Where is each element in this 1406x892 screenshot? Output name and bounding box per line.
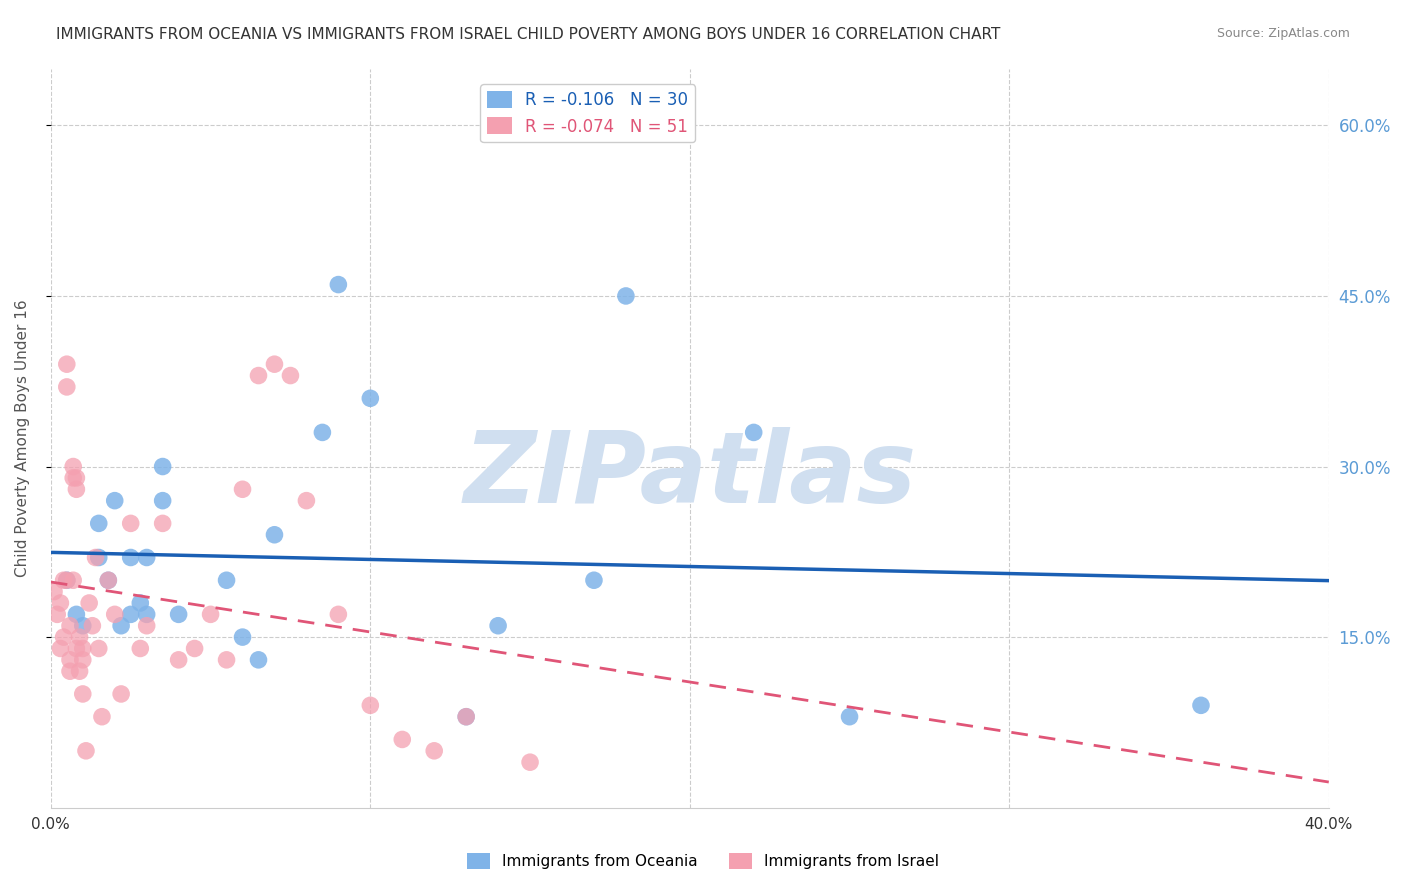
Point xyxy=(110,618,132,632)
Point xyxy=(129,596,152,610)
Text: Source: ZipAtlas.com: Source: ZipAtlas.com xyxy=(1216,27,1350,40)
Point xyxy=(104,493,127,508)
Point xyxy=(135,607,157,622)
Point xyxy=(295,493,318,508)
Point xyxy=(104,607,127,622)
Point xyxy=(391,732,413,747)
Point xyxy=(97,573,120,587)
Point xyxy=(75,744,97,758)
Point xyxy=(263,357,285,371)
Point xyxy=(311,425,333,440)
Point xyxy=(280,368,302,383)
Point xyxy=(231,483,253,497)
Point xyxy=(215,653,238,667)
Point xyxy=(72,687,94,701)
Point xyxy=(87,641,110,656)
Point xyxy=(52,630,75,644)
Point xyxy=(231,630,253,644)
Point xyxy=(62,459,84,474)
Point xyxy=(97,573,120,587)
Point xyxy=(72,653,94,667)
Point xyxy=(456,709,478,723)
Point xyxy=(69,664,91,678)
Point xyxy=(200,607,222,622)
Point xyxy=(65,607,87,622)
Point xyxy=(69,630,91,644)
Point xyxy=(52,573,75,587)
Legend: R = -0.106   N = 30, R = -0.074   N = 51: R = -0.106 N = 30, R = -0.074 N = 51 xyxy=(481,84,695,142)
Point xyxy=(152,516,174,531)
Point xyxy=(110,687,132,701)
Point xyxy=(456,709,478,723)
Point xyxy=(135,550,157,565)
Point xyxy=(49,641,72,656)
Point xyxy=(742,425,765,440)
Point xyxy=(519,755,541,769)
Point xyxy=(183,641,205,656)
Point xyxy=(120,516,142,531)
Point xyxy=(328,607,350,622)
Text: ZIPatlas: ZIPatlas xyxy=(463,426,917,524)
Point xyxy=(582,573,605,587)
Point xyxy=(167,653,190,667)
Point xyxy=(120,550,142,565)
Y-axis label: Child Poverty Among Boys Under 16: Child Poverty Among Boys Under 16 xyxy=(15,300,30,577)
Point xyxy=(1189,698,1212,713)
Text: IMMIGRANTS FROM OCEANIA VS IMMIGRANTS FROM ISRAEL CHILD POVERTY AMONG BOYS UNDER: IMMIGRANTS FROM OCEANIA VS IMMIGRANTS FR… xyxy=(56,27,1001,42)
Point xyxy=(838,709,860,723)
Point xyxy=(247,368,270,383)
Point xyxy=(152,459,174,474)
Point xyxy=(87,516,110,531)
Point xyxy=(56,357,79,371)
Point xyxy=(84,550,107,565)
Point xyxy=(59,618,82,632)
Point xyxy=(87,550,110,565)
Point xyxy=(359,392,381,406)
Point xyxy=(215,573,238,587)
Point xyxy=(49,596,72,610)
Point xyxy=(263,528,285,542)
Point xyxy=(91,709,114,723)
Point xyxy=(56,573,79,587)
Point xyxy=(328,277,350,292)
Point xyxy=(423,744,446,758)
Point xyxy=(62,573,84,587)
Point xyxy=(120,607,142,622)
Point xyxy=(135,618,157,632)
Point xyxy=(129,641,152,656)
Point xyxy=(65,641,87,656)
Point xyxy=(56,380,79,394)
Point xyxy=(59,653,82,667)
Point xyxy=(359,698,381,713)
Point xyxy=(486,618,509,632)
Point xyxy=(167,607,190,622)
Point xyxy=(247,653,270,667)
Legend: Immigrants from Oceania, Immigrants from Israel: Immigrants from Oceania, Immigrants from… xyxy=(461,847,945,875)
Point xyxy=(77,596,100,610)
Point xyxy=(65,483,87,497)
Point xyxy=(59,664,82,678)
Point xyxy=(72,641,94,656)
Point xyxy=(614,289,637,303)
Point xyxy=(82,618,104,632)
Point xyxy=(65,471,87,485)
Point xyxy=(152,493,174,508)
Point xyxy=(56,573,79,587)
Point xyxy=(42,584,65,599)
Point xyxy=(62,471,84,485)
Point xyxy=(72,618,94,632)
Point xyxy=(46,607,69,622)
